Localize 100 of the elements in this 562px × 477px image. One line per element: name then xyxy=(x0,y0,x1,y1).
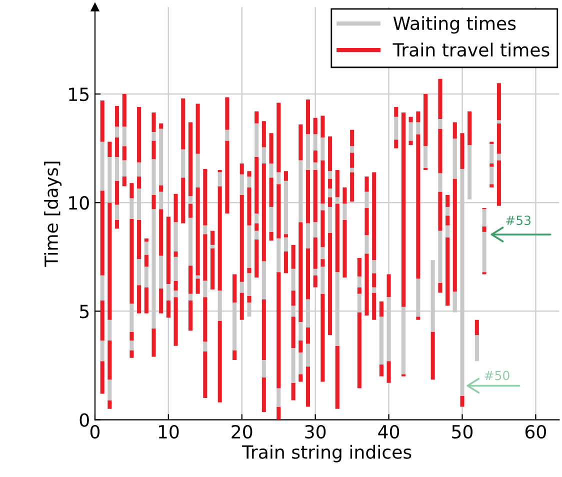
bar xyxy=(468,111,472,146)
bar xyxy=(313,150,318,162)
bar xyxy=(152,132,156,141)
bar xyxy=(137,162,142,177)
annotation: #53 xyxy=(506,216,531,226)
bar xyxy=(313,222,318,238)
x-tick-label: 0 xyxy=(90,424,100,439)
bar xyxy=(379,316,384,364)
bar xyxy=(276,238,281,272)
bar xyxy=(490,184,494,188)
bar xyxy=(482,209,486,226)
bar xyxy=(196,187,200,276)
bar xyxy=(291,290,296,306)
bar xyxy=(474,320,479,336)
bar xyxy=(159,185,164,192)
bar xyxy=(416,316,420,320)
bar xyxy=(408,116,413,122)
x-tick-label: 40 xyxy=(378,424,400,439)
bar xyxy=(196,154,200,188)
bar xyxy=(240,164,244,174)
bar xyxy=(320,266,325,294)
bar xyxy=(152,140,156,160)
bar xyxy=(144,242,148,255)
bar xyxy=(254,213,259,224)
bar xyxy=(284,237,288,252)
bar xyxy=(262,299,266,360)
bar xyxy=(416,122,420,134)
bar xyxy=(152,195,156,210)
bar xyxy=(335,170,340,198)
bar xyxy=(474,335,479,362)
bar xyxy=(130,183,134,198)
bar xyxy=(225,140,230,214)
bar xyxy=(342,187,347,204)
bar xyxy=(130,332,134,340)
bar xyxy=(320,116,325,138)
bar xyxy=(291,348,296,383)
annotation: #50 xyxy=(484,370,510,380)
bar xyxy=(372,287,376,293)
bar xyxy=(114,106,120,127)
bar xyxy=(328,136,332,172)
bar xyxy=(446,206,450,216)
bar xyxy=(188,294,192,300)
bar xyxy=(188,204,192,218)
bar xyxy=(313,118,318,134)
bar xyxy=(137,176,142,188)
x-tick-label: 20 xyxy=(232,424,252,439)
bar xyxy=(298,374,303,382)
bar xyxy=(446,225,450,238)
bar xyxy=(306,170,310,224)
bar xyxy=(276,272,281,388)
y-tick-label: 5 xyxy=(80,304,89,318)
bar xyxy=(350,168,354,172)
bar xyxy=(306,223,310,248)
bar xyxy=(320,210,325,248)
bar xyxy=(364,254,369,316)
bar xyxy=(364,235,369,254)
bar xyxy=(254,223,259,231)
bar xyxy=(181,149,186,178)
bar xyxy=(108,202,112,320)
bar xyxy=(496,120,501,124)
bar xyxy=(306,248,310,300)
bar xyxy=(357,312,362,388)
bar xyxy=(122,176,126,186)
bar xyxy=(232,350,237,360)
bar xyxy=(313,170,318,222)
bar xyxy=(262,377,266,412)
legend-label: Waiting times xyxy=(393,16,516,34)
bar xyxy=(130,350,134,358)
bar xyxy=(372,260,376,274)
bar xyxy=(291,316,296,348)
bar xyxy=(468,145,472,200)
bar xyxy=(218,172,222,186)
bar xyxy=(482,232,486,272)
bar xyxy=(335,204,340,272)
bar xyxy=(269,178,274,207)
bar xyxy=(254,240,259,278)
bar xyxy=(313,268,318,276)
bar xyxy=(438,282,442,293)
bar xyxy=(152,159,156,195)
bar xyxy=(137,259,142,286)
bar xyxy=(240,174,244,195)
bar xyxy=(218,186,222,291)
bar xyxy=(438,118,442,129)
y-tick-label: 15 xyxy=(69,88,89,102)
bar xyxy=(313,275,318,288)
bar xyxy=(114,204,120,220)
bar xyxy=(174,251,178,257)
bar xyxy=(372,172,376,260)
bar xyxy=(247,296,252,302)
bar xyxy=(122,146,126,160)
bar xyxy=(276,388,281,407)
bar xyxy=(188,218,192,266)
bar xyxy=(328,178,332,188)
bar xyxy=(247,268,252,274)
bar xyxy=(100,142,104,191)
bar xyxy=(423,168,428,170)
bar xyxy=(350,130,354,146)
bar xyxy=(188,122,192,196)
bar xyxy=(196,104,200,154)
bar xyxy=(328,206,332,233)
